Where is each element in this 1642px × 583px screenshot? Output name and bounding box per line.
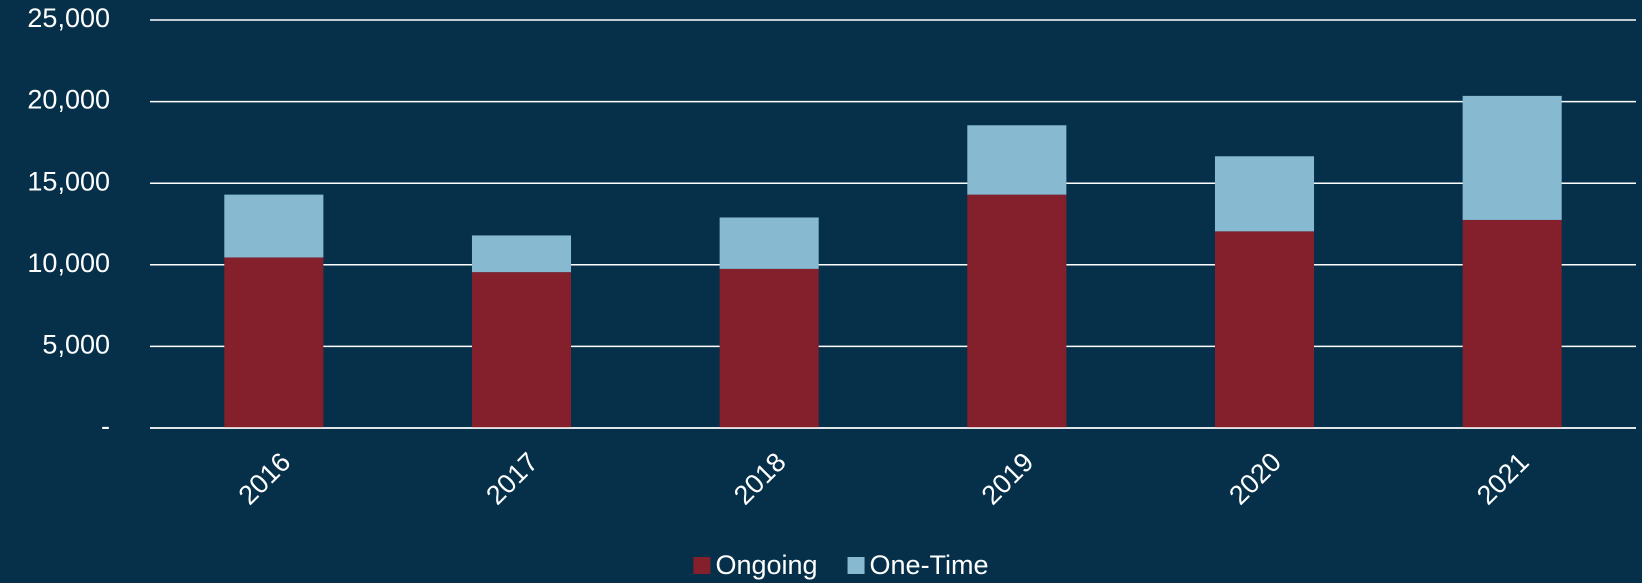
bar-segment [224, 257, 324, 428]
x-tick-label: 2019 [976, 447, 1040, 511]
x-tick-label: 2017 [480, 447, 544, 511]
x-tick-label: 2018 [728, 447, 792, 511]
y-tick-label: - [101, 411, 110, 441]
y-tick-label: 20,000 [27, 85, 110, 115]
legend-swatch [693, 557, 711, 574]
bar-segment [471, 272, 572, 428]
bar-segment [1214, 156, 1315, 232]
bar-segment [967, 194, 1067, 428]
y-tick-label: 10,000 [27, 248, 110, 278]
bar-segment [224, 194, 324, 258]
bar-segment [1462, 219, 1562, 428]
bar-segment [967, 125, 1067, 195]
bar-segment [719, 217, 819, 269]
x-tick-label: 2020 [1223, 447, 1287, 511]
legend-swatch [847, 557, 865, 574]
x-tick-label: 2016 [233, 447, 297, 511]
y-tick-label: 25,000 [27, 3, 110, 33]
bar-segment [1214, 231, 1315, 428]
y-tick-label: 5,000 [42, 330, 110, 360]
legend-label: Ongoing [715, 550, 817, 580]
bar-segment [471, 235, 572, 273]
legend-label: One-Time [870, 550, 989, 580]
x-tick-label: 2021 [1471, 447, 1535, 511]
bar-segment [719, 268, 819, 428]
y-tick-label: 15,000 [27, 166, 110, 196]
bar-segment [1462, 95, 1562, 220]
